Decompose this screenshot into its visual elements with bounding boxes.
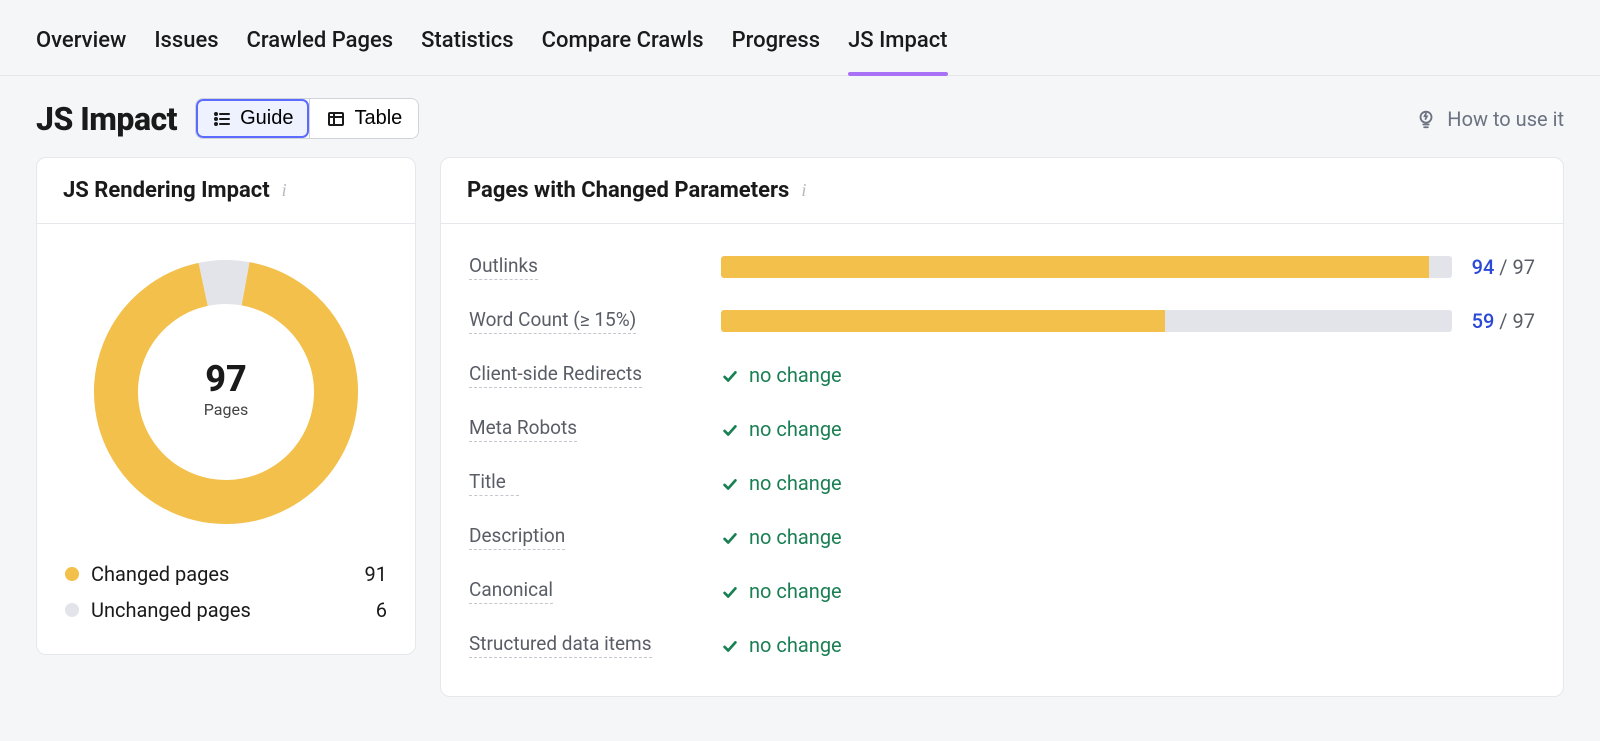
tab-issues[interactable]: Issues [154, 28, 218, 75]
nav-tabs: Overview Issues Crawled Pages Statistics Com… [0, 0, 1600, 76]
param-label[interactable]: Description [469, 524, 565, 550]
param-bar [721, 256, 1452, 278]
param-value[interactable]: 59 / 97 [1472, 309, 1535, 333]
no-change-indicator: no change [721, 417, 842, 441]
donut-chart: 97 Pages [37, 224, 415, 546]
param-label[interactable]: Title [469, 470, 519, 496]
info-icon[interactable]: i [801, 180, 806, 201]
param-value[interactable]: 94 / 97 [1472, 255, 1535, 279]
no-change-indicator: no change [721, 471, 842, 495]
param-label[interactable]: Client-side Redirects [469, 362, 642, 388]
check-icon [721, 582, 739, 600]
check-icon [721, 366, 739, 384]
params-list: Outlinks 94 / 97 Word Count (≥ 15%) 59 / 97… [441, 224, 1563, 696]
donut-total: 97 [204, 358, 248, 400]
guide-view-button[interactable]: Guide [196, 99, 309, 138]
legend-label: Changed pages [91, 562, 353, 586]
param-row: Client-side Redirects no change [469, 348, 1535, 402]
param-bar [721, 310, 1452, 332]
list-icon [212, 109, 232, 129]
swatch-unchanged [65, 603, 79, 617]
donut-legend: Changed pages 91Unchanged pages 6 [37, 546, 415, 654]
swatch-changed [65, 567, 79, 581]
param-label[interactable]: Outlinks [469, 254, 538, 280]
tab-crawled-pages[interactable]: Crawled Pages [247, 28, 394, 75]
help-label: How to use it [1447, 107, 1564, 131]
donut-label: Pages [204, 400, 248, 419]
param-label[interactable]: Canonical [469, 578, 553, 604]
check-icon [721, 636, 739, 654]
info-icon[interactable]: i [282, 180, 287, 201]
tab-overview[interactable]: Overview [36, 28, 126, 75]
param-label[interactable]: Word Count (≥ 15%) [469, 308, 636, 334]
no-change-indicator: no change [721, 363, 842, 387]
no-change-indicator: no change [721, 633, 842, 657]
param-row: Meta Robots no change [469, 402, 1535, 456]
content: JS Rendering Impact i 97 Pages Changed p… [0, 157, 1600, 733]
params-card-title: Pages with Changed Parameters [467, 178, 789, 203]
rendering-impact-card: JS Rendering Impact i 97 Pages Changed p… [36, 157, 416, 655]
how-to-use-link[interactable]: How to use it [1415, 107, 1564, 131]
param-label[interactable]: Structured data items [469, 632, 652, 658]
legend-value: 91 [365, 562, 387, 586]
legend-value: 6 [376, 598, 387, 622]
tab-progress[interactable]: Progress [732, 28, 821, 75]
tab-statistics[interactable]: Statistics [421, 28, 514, 75]
no-change-indicator: no change [721, 525, 842, 549]
legend-row-changed[interactable]: Changed pages 91 [65, 556, 387, 592]
legend-row-unchanged[interactable]: Unchanged pages 6 [65, 592, 387, 628]
rendering-card-title: JS Rendering Impact [63, 178, 270, 203]
legend-label: Unchanged pages [91, 598, 364, 622]
param-row: Description no change [469, 510, 1535, 564]
tab-compare-crawls[interactable]: Compare Crawls [542, 28, 704, 75]
check-icon [721, 420, 739, 438]
changed-params-card: Pages with Changed Parameters i Outlinks… [440, 157, 1564, 697]
page-header: JS Impact GuideTable How to use it [0, 76, 1600, 157]
page-title: JS Impact [36, 100, 177, 138]
param-row: Word Count (≥ 15%) 59 / 97 [469, 294, 1535, 348]
check-icon [721, 474, 739, 492]
param-row: Canonical no change [469, 564, 1535, 618]
param-label[interactable]: Meta Robots [469, 416, 577, 442]
lightbulb-icon [1415, 108, 1437, 130]
param-row: Structured data items no change [469, 618, 1535, 672]
param-row: Outlinks 94 / 97 [469, 240, 1535, 294]
view-toggle: GuideTable [195, 98, 419, 139]
check-icon [721, 528, 739, 546]
table-view-button[interactable]: Table [309, 99, 418, 138]
table-icon [326, 109, 346, 129]
no-change-indicator: no change [721, 579, 842, 603]
tab-js-impact[interactable]: JS Impact [848, 28, 947, 75]
param-row: Title no change [469, 456, 1535, 510]
